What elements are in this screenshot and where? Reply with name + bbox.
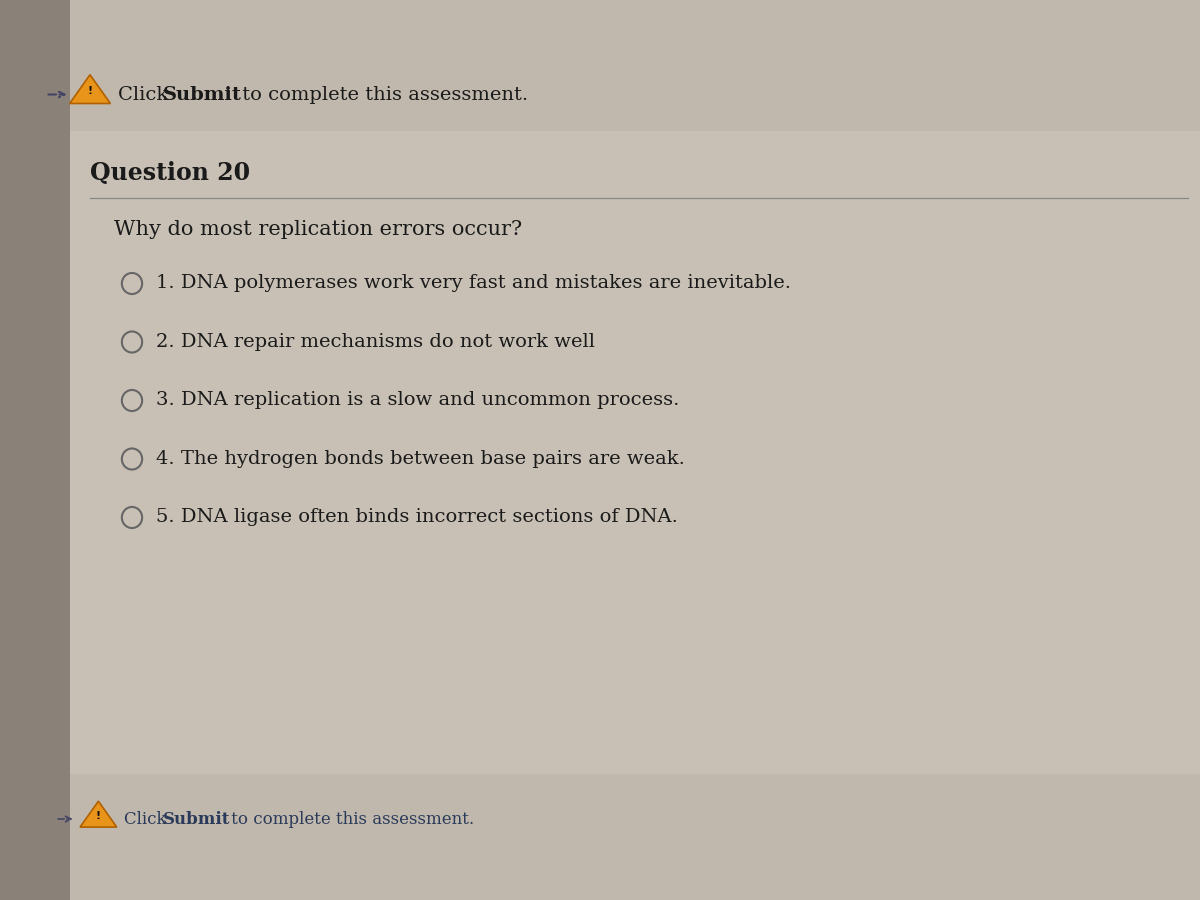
- Text: 2. DNA repair mechanisms do not work well: 2. DNA repair mechanisms do not work wel…: [156, 333, 595, 351]
- Text: !: !: [88, 86, 92, 96]
- Bar: [0, 0, 70, 900]
- Text: 3. DNA replication is a slow and uncommon process.: 3. DNA replication is a slow and uncommo…: [156, 392, 679, 410]
- Text: Why do most replication errors occur?: Why do most replication errors occur?: [114, 220, 522, 239]
- Polygon shape: [80, 801, 116, 827]
- Text: 5. DNA ligase often binds incorrect sections of DNA.: 5. DNA ligase often binds incorrect sect…: [156, 508, 678, 526]
- Text: to complete this assessment.: to complete this assessment.: [236, 86, 528, 104]
- Text: Click: Click: [118, 86, 174, 104]
- Text: to complete this assessment.: to complete this assessment.: [226, 811, 474, 827]
- Text: 1. DNA polymerases work very fast and mistakes are inevitable.: 1. DNA polymerases work very fast and mi…: [156, 274, 791, 292]
- Text: 4. The hydrogen bonds between base pairs are weak.: 4. The hydrogen bonds between base pairs…: [156, 450, 685, 468]
- Bar: [70, 774, 1200, 900]
- Text: Submit: Submit: [163, 811, 230, 827]
- Text: Click: Click: [124, 811, 172, 827]
- Bar: [70, 0, 1200, 130]
- Text: !: !: [96, 811, 101, 821]
- Polygon shape: [70, 75, 110, 104]
- Text: Question 20: Question 20: [90, 161, 250, 184]
- Text: Submit: Submit: [163, 86, 242, 104]
